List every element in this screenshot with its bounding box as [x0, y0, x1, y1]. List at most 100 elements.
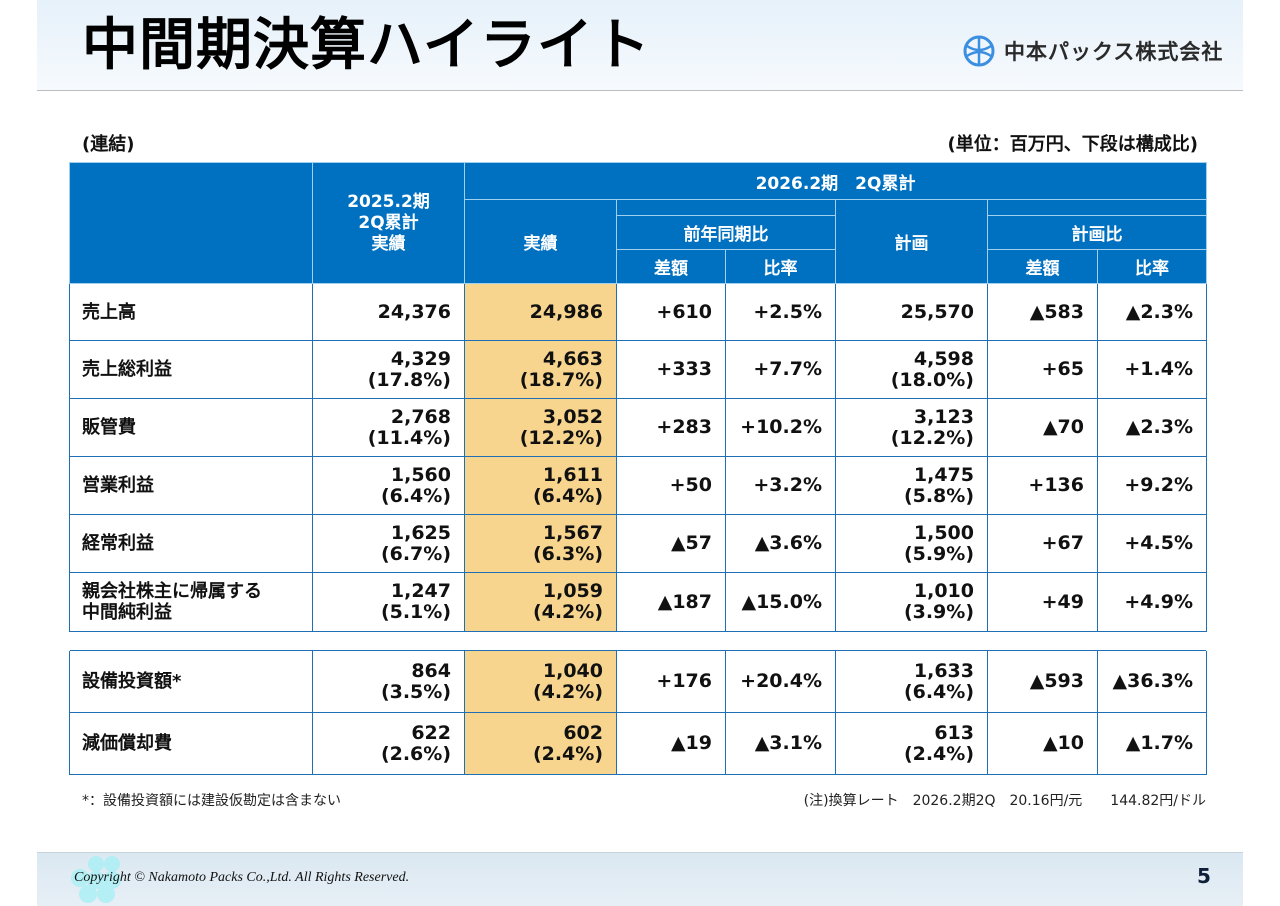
plan-ratio-cell: +4.5% — [1096, 514, 1208, 573]
yoy-diff-cell: ▲19 — [616, 712, 726, 775]
prev-actual-cell-value: 622 — [411, 721, 451, 744]
plan-cell: 1,010 (3.9%) — [835, 572, 988, 632]
header-prev-period: 2025.2期 2Q累計 実績 — [312, 162, 465, 284]
yoy-ratio-cell: +3.2% — [725, 456, 836, 515]
prev-actual-cell-sub: (2.6%) — [380, 742, 451, 765]
current-actual-cell-value: 1,611 — [542, 463, 603, 486]
yoy-ratio-cell: +7.7% — [725, 340, 836, 399]
current-actual-cell: 4,663 (18.7%) — [464, 340, 617, 399]
plan-ratio-cell-value: +4.9% — [1124, 590, 1194, 613]
yoy-diff-cell: ▲187 — [616, 572, 726, 632]
plan-ratio-cell: +9.2% — [1096, 456, 1208, 515]
company-logo: 中本パックス株式会社 — [962, 34, 1223, 68]
header-current-period: 2026.2期 2Q累計 — [463, 162, 1208, 200]
plan-cell-sub: (6.4%) — [903, 680, 974, 703]
exchange-rate-note: (注)換算レート 2026.2期2Q 20.16円/元 144.82円/ドル — [803, 793, 1206, 809]
plan-diff-cell: +49 — [987, 572, 1098, 632]
plan-diff-cell: +67 — [987, 514, 1098, 573]
table-row: 営業利益 1,560 (6.4%) 1,611 (6.4%) +50 +3.2% 1,475(… — [69, 456, 1208, 515]
yoy-diff-cell: +50 — [616, 456, 726, 515]
yoy-ratio-cell-value: ▲15.0% — [741, 590, 822, 613]
yoy-diff-cell-value: +176 — [656, 670, 712, 692]
header-plan-diff: 差額 — [987, 249, 1098, 284]
prev-actual-cell-value: 24,376 — [377, 300, 451, 323]
header-yoy-diff: 差額 — [616, 249, 726, 284]
yoy-diff-cell-value: ▲57 — [670, 532, 712, 554]
company-emblem-icon — [963, 35, 995, 67]
prev-actual-cell: 622 (2.6%) — [312, 712, 465, 775]
current-actual-cell: 3,052 (12.2%) — [464, 398, 617, 457]
row-label-value: 売上総利益 — [82, 359, 172, 380]
plan-cell-sub: (5.8%) — [903, 484, 974, 507]
header-vs-plan-spacer — [986, 199, 1208, 216]
current-actual-cell-value: 24,986 — [529, 300, 603, 323]
current-actual-cell-value: 602 — [563, 721, 603, 744]
plan-ratio-cell-value: +9.2% — [1124, 474, 1194, 496]
table-row: 減価償却費 622 (2.6%) 602 (2.4%) ▲19 ▲3.1% 613 (2.4%)… — [69, 712, 1208, 775]
plan-ratio-cell-value: +4.5% — [1124, 532, 1194, 554]
current-actual-cell-value: 1,059 — [542, 580, 603, 602]
plan-cell-sub: (18.0%) — [890, 368, 974, 391]
current-actual-cell-sub: (18.7%) — [519, 368, 603, 391]
plan-diff-cell-value: ▲10 — [1042, 732, 1084, 754]
yoy-ratio-cell: ▲3.1% — [725, 712, 836, 775]
table-row: 売上高 24,376 24,986 +610 +2.5% 25,570 ▲583 ▲2.3% — [69, 283, 1208, 341]
header-divider — [37, 90, 1243, 91]
plan-diff-cell-value: ▲583 — [1029, 300, 1084, 323]
header-prev-period-line1: 2025.2期 — [347, 191, 430, 212]
yoy-ratio-cell: +10.2% — [725, 398, 836, 457]
prev-actual-cell: 2,768 (11.4%) — [312, 398, 465, 457]
prev-actual-cell: 1,560 (6.4%) — [312, 456, 465, 515]
plan-diff-cell: +65 — [987, 340, 1098, 399]
plan-diff-cell-value: +67 — [1041, 532, 1084, 554]
yoy-ratio-cell-value: ▲3.1% — [754, 732, 822, 754]
capex-footnote: *：設備投資額には建設仮勘定は含まない — [82, 793, 341, 809]
header-plan-ratio: 比率 — [1096, 249, 1208, 284]
plan-ratio-cell-value: ▲2.3% — [1125, 416, 1194, 438]
prev-actual-cell-value: 1,625 — [390, 521, 451, 544]
prev-actual-cell-value: 1,560 — [390, 463, 451, 486]
scope-label: (連結) — [82, 134, 135, 155]
yoy-ratio-cell: +2.5% — [725, 283, 836, 341]
row-label: 親会社株主に帰属する 中間純利益 — [69, 572, 313, 632]
row-label-value: 販管費 — [82, 417, 136, 438]
yoy-diff-cell-value: +333 — [656, 358, 712, 380]
plan-cell-sub: (2.4%) — [903, 742, 974, 765]
plan-ratio-cell: +4.9% — [1096, 572, 1208, 632]
plan-ratio-cell: ▲36.3% — [1096, 650, 1208, 713]
yoy-ratio-cell-value: +20.4% — [740, 670, 822, 692]
plan-cell: 4,598 (18.0%) — [835, 340, 988, 399]
plan-diff-cell-value: ▲70 — [1042, 416, 1084, 438]
yoy-diff-cell: +283 — [616, 398, 726, 457]
yoy-diff-cell-value: ▲19 — [670, 732, 712, 754]
table-row: 親会社株主に帰属する 中間純利益 1,247 (5.1%) 1,059 (4.2%) ▲18… — [69, 572, 1208, 632]
yoy-diff-cell: ▲57 — [616, 514, 726, 573]
prev-actual-cell-value: 4,329 — [390, 347, 451, 370]
current-actual-cell: 1,611 (6.4%) — [464, 456, 617, 515]
prev-actual-cell-sub: (5.1%) — [380, 601, 451, 623]
current-actual-cell-sub: (2.4%) — [532, 742, 603, 765]
plan-diff-cell: ▲583 — [987, 283, 1098, 341]
current-actual-cell: 1,567 (6.3%) — [464, 514, 617, 573]
plan-ratio-cell-value: +1.4% — [1124, 358, 1194, 380]
row-label: 販管費 — [69, 398, 313, 457]
yoy-ratio-cell: +20.4% — [725, 650, 836, 713]
prev-actual-cell-sub: (17.8%) — [367, 368, 451, 391]
prev-actual-cell-value: 1,247 — [390, 580, 451, 602]
plan-cell: 3,123 (12.2%) — [835, 398, 988, 457]
plan-diff-cell: +136 — [987, 456, 1098, 515]
yoy-ratio-cell-value: +2.5% — [753, 300, 822, 323]
yoy-ratio-cell-value: +3.2% — [753, 474, 822, 496]
header-vs-plan: 計画比 — [986, 215, 1208, 250]
plan-diff-cell-value: +49 — [1041, 590, 1084, 613]
financial-highlights-table: 2025.2期 2Q累計 実績 2026.2期 2Q累計 実績 計画 前年同期比… — [68, 162, 1208, 775]
row-label: 営業利益 — [69, 456, 313, 515]
plan-cell-value: 1,500 — [913, 521, 974, 544]
current-actual-cell-sub: (4.2%) — [532, 680, 603, 703]
prev-actual-cell-sub: (6.7%) — [380, 542, 451, 565]
plan-cell-sub: (5.9%) — [903, 542, 974, 565]
plan-ratio-cell-value: ▲36.3% — [1112, 670, 1194, 692]
current-actual-cell: 1,040 (4.2%) — [464, 650, 617, 713]
unit-label: (単位：百万円、下段は構成比) — [947, 134, 1198, 155]
table-spacer — [68, 631, 1208, 651]
